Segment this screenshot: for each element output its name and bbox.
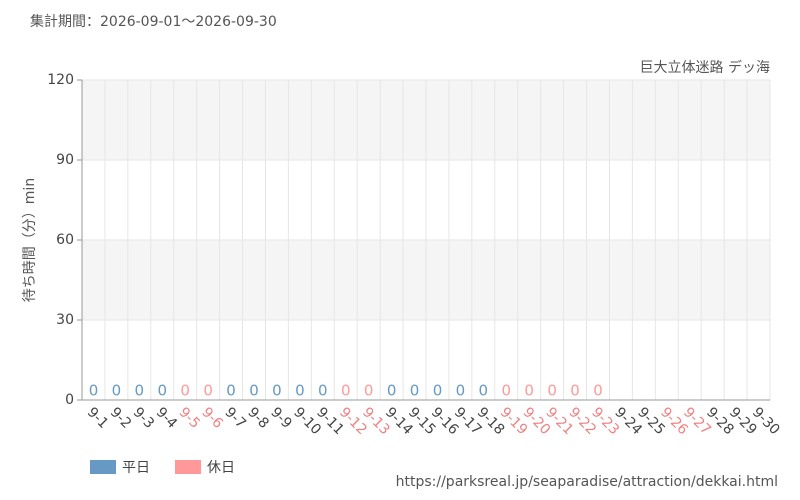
x-tick-label: 9-4 [153,404,181,432]
data-label: 0 [524,382,534,400]
x-tick-label: 9-2 [107,404,134,431]
data-label: 0 [364,382,374,400]
data-label: 0 [387,382,397,400]
data-label: 0 [295,382,305,400]
data-label: 0 [226,382,236,400]
legend-label: 平日 [122,460,150,476]
y-tick-label: 30 [56,312,74,328]
data-label: 0 [570,382,580,400]
y-axis-label: 待ち時間（分）min [22,178,38,302]
legend-label: 休日 [207,460,235,476]
x-tick-label: 9-8 [244,404,271,431]
data-label: 0 [135,382,145,400]
data-label: 0 [180,382,190,400]
x-tick-label: 9-9 [267,404,294,431]
data-label: 0 [249,382,259,400]
data-label: 0 [272,382,282,400]
data-label: 0 [112,382,122,400]
legend-swatch [175,460,201,474]
source-url: https://parksreal.jp/seaparadise/attract… [396,474,778,490]
y-tick-label: 90 [56,152,74,168]
x-tick-label: 9-1 [84,404,111,431]
data-label: 0 [89,382,99,400]
legend-swatch [90,460,116,474]
data-label: 0 [547,382,557,400]
x-tick-label: 9-6 [198,404,226,432]
data-label: 0 [433,382,443,400]
x-tick-label: 9-7 [221,404,248,431]
y-tick-label: 60 [56,232,74,248]
data-label: 0 [456,382,466,400]
y-tick-label: 0 [65,392,74,408]
data-label: 0 [203,382,213,400]
data-label: 0 [593,382,603,400]
data-label: 0 [157,382,167,400]
subtitle: 集計期間：2026-09-01～2026-09-30 [30,13,277,30]
data-label: 0 [410,382,420,400]
data-label: 0 [479,382,489,400]
y-tick-label: 120 [47,72,74,88]
x-tick-label: 9-3 [130,404,157,431]
data-label: 0 [318,382,328,400]
x-tick-label: 9-5 [176,404,203,431]
annotation: 巨大立体迷路 デッ海 [640,59,770,76]
data-label: 0 [501,382,511,400]
data-label: 0 [341,382,351,400]
